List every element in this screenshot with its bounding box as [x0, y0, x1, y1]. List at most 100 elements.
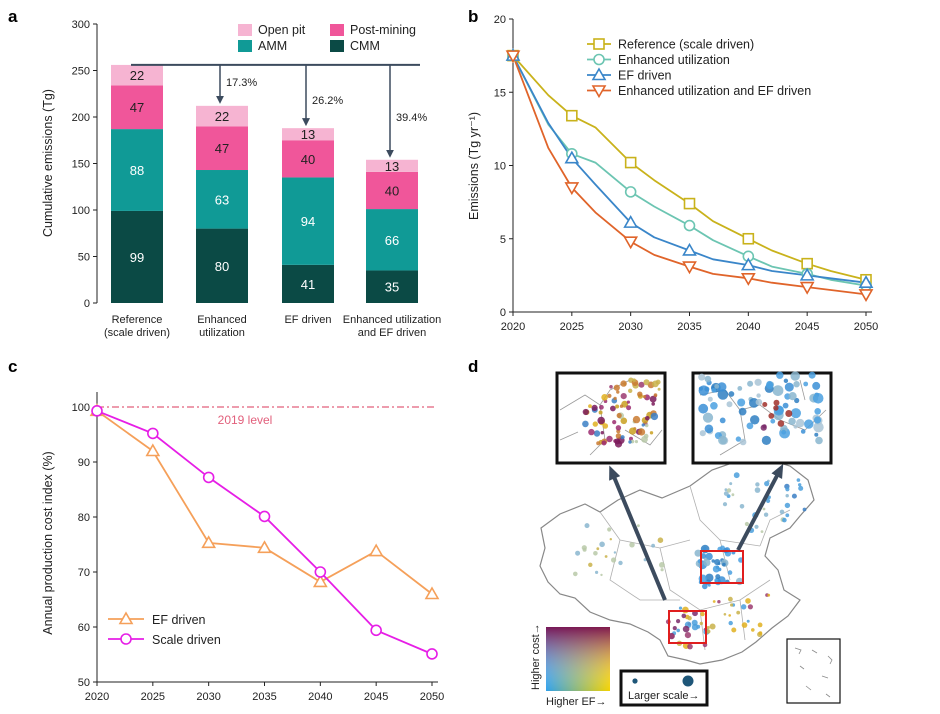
mine-dot: [604, 555, 608, 558]
data-point-reference-scale-driven: [801, 257, 813, 270]
mine-dot: [728, 391, 735, 397]
mine-dot: [615, 404, 620, 409]
mine-dot: [702, 583, 708, 590]
panel-c-y-tick-label: 90: [78, 457, 90, 469]
mine-dot: [687, 643, 693, 650]
mine-dot: [698, 403, 709, 414]
mine-dot: [766, 380, 773, 388]
panel-c-y-tick-label: 80: [78, 512, 90, 524]
mine-dot: [620, 393, 627, 400]
mine-dot: [705, 552, 713, 561]
mine-dot: [812, 381, 821, 390]
bar-segment-open-pit: [111, 64, 163, 86]
mine-dot: [777, 420, 785, 427]
data-point-reference-scale-driven: [624, 156, 637, 169]
panel-a-bars: 99 88 47 22 80 63 47 22 41 94 40 13 35 66 40 13: [111, 64, 418, 303]
mine-dot: [715, 574, 721, 580]
zoom-arrow-north: [736, 463, 784, 551]
data-point-ef-driven: [145, 443, 161, 457]
panel-a-reduction-label: 17.3%: [226, 77, 257, 89]
panel-b-x-tick-label: 2030: [618, 321, 642, 333]
mine-dot: [676, 619, 681, 624]
data-point-ef-driven: [368, 543, 384, 557]
legend-label-amm: AMM: [258, 39, 287, 53]
mine-dot: [573, 571, 578, 577]
panel-a-reduction-label: 39.4%: [396, 112, 427, 124]
mine-dot: [750, 415, 760, 425]
mine-dot: [717, 382, 727, 392]
mine-dot: [796, 478, 801, 482]
panel-b-y-tick-label: 15: [494, 87, 506, 99]
mine-dot: [600, 573, 603, 577]
panel-b-x-tick-label: 2050: [854, 321, 878, 333]
bar-value-label: 80: [215, 259, 229, 274]
panel-c-y-tick-label: 100: [72, 402, 90, 414]
mine-dot: [705, 573, 714, 582]
mine-dot: [728, 614, 731, 617]
panel-a-y-tick-label: 100: [72, 205, 90, 217]
mine-dot: [761, 435, 772, 445]
map-mine-dots: [573, 472, 807, 650]
mine-dot: [731, 493, 735, 497]
mine-dot: [698, 373, 706, 381]
mine-dot: [700, 611, 705, 617]
mine-dot: [741, 604, 747, 610]
mine-dot: [593, 430, 601, 437]
panel-letter-a: a: [8, 7, 18, 26]
legend-label-enhanced-utilization-and-ef-driven: Enhanced utilization and EF driven: [618, 84, 811, 98]
mine-dot: [612, 420, 617, 425]
panel-c-x-tick-label: 2050: [420, 691, 444, 703]
panel-letter-c: c: [8, 357, 17, 376]
legend-label-scale-driven: Scale driven: [152, 633, 221, 647]
mine-dot: [598, 410, 603, 415]
map-highlight-north: [700, 550, 744, 584]
mine-dot: [584, 523, 590, 529]
bar-segment-amm: [282, 177, 334, 265]
data-point-scale-driven: [147, 427, 159, 440]
mine-dot: [615, 433, 622, 439]
mine-dot: [676, 628, 680, 633]
bar-segment-post-mining: [196, 126, 248, 171]
bar-segment-open-pit: [282, 128, 334, 141]
mine-dot: [694, 549, 702, 557]
mine-dot: [620, 435, 625, 440]
data-point-ef-driven: [740, 257, 756, 271]
bar-segment-amm: [366, 209, 418, 271]
mine-dot: [637, 524, 640, 528]
legend-swatch-cmm: [330, 40, 344, 52]
mine-dot: [638, 428, 646, 436]
mine-dot: [767, 593, 771, 597]
mine-dot: [596, 441, 601, 446]
panel-letter-b: b: [468, 7, 478, 26]
mine-dot: [696, 624, 701, 629]
panel-a-x-tick-label: Reference: [112, 314, 163, 326]
panel-c-x-tick-label: 2035: [252, 691, 276, 703]
legend-swatch-post-mining: [330, 24, 344, 36]
mine-dot: [736, 610, 741, 615]
mine-dot: [642, 395, 647, 399]
mine-dot: [592, 421, 598, 427]
mine-dot: [707, 396, 713, 402]
mine-dot: [593, 551, 598, 556]
panel-b-legend: Reference (scale driven)Enhanced utiliza…: [587, 38, 811, 99]
mine-dot: [634, 440, 639, 444]
panel-a-legend: Open pit Post-mining AMM CMM: [238, 23, 416, 53]
mine-dot: [788, 392, 797, 401]
mine-dot: [599, 541, 605, 548]
panel-a-x-tick-label: and EF driven: [358, 327, 426, 339]
mine-dot: [728, 596, 733, 602]
panel-b-x-tick-label: 2020: [501, 321, 525, 333]
mine-dot: [626, 405, 632, 411]
bar-segment-cmm: [111, 210, 163, 303]
mine-dot: [601, 394, 608, 401]
mine-dot: [729, 482, 733, 486]
bar-value-label: 88: [130, 163, 144, 178]
mine-dot: [582, 408, 589, 416]
panel-c-y-axis-label: Annual production cost index (%): [41, 451, 55, 634]
mine-dot: [597, 416, 605, 425]
bar-segment-post-mining: [366, 171, 418, 210]
mine-dot: [737, 386, 743, 391]
mine-dot: [718, 435, 728, 445]
panel-a-x-tick-label: Enhanced: [197, 314, 247, 326]
